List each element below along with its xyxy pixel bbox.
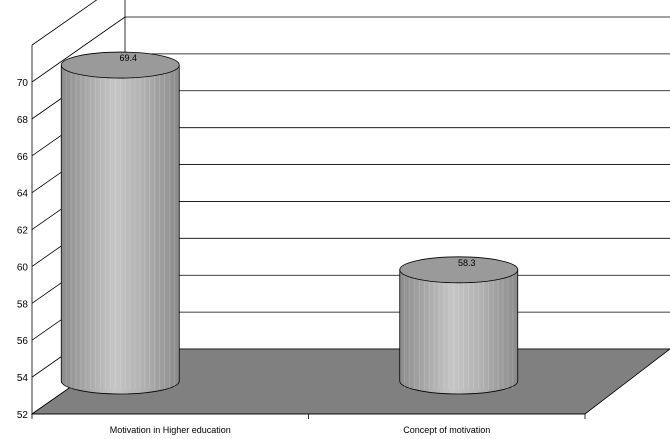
bar-1: [60, 51, 180, 395]
y-tick-label: 70: [17, 78, 29, 89]
gridline-diag-70: [31, 16, 126, 83]
y-tick-label: 60: [17, 262, 29, 273]
value-labels: 69.4 58.3: [119, 53, 475, 268]
x-category-label: Concept of motivation: [403, 425, 490, 435]
data-label: 58.3: [458, 258, 476, 268]
y-tick-label: 62: [17, 226, 29, 237]
x-category-label: Motivation in Higher education: [110, 425, 231, 435]
bars: [60, 51, 519, 395]
y-tick-label: 56: [17, 336, 29, 347]
y-tick-label: 66: [17, 152, 29, 163]
y-tick-label: 68: [17, 115, 29, 126]
y-tick-label: 64: [17, 189, 29, 200]
y-tick-labels: 52 54 56 58 60 62 64 66 68 70: [17, 78, 29, 421]
data-label: 69.4: [119, 53, 137, 63]
y-tick-label: 58: [17, 299, 29, 310]
bar-2: [399, 256, 519, 395]
gridline-diag-top: [31, 0, 98, 46]
y-tick-label: 54: [17, 373, 29, 384]
bar-body: [399, 269, 519, 395]
bar-top: [399, 256, 519, 284]
y-tick-label: 52: [17, 410, 29, 421]
bar-body: [60, 64, 180, 395]
category-labels: Motivation in Higher education Concept of…: [110, 425, 491, 435]
bar-top: [60, 51, 180, 79]
